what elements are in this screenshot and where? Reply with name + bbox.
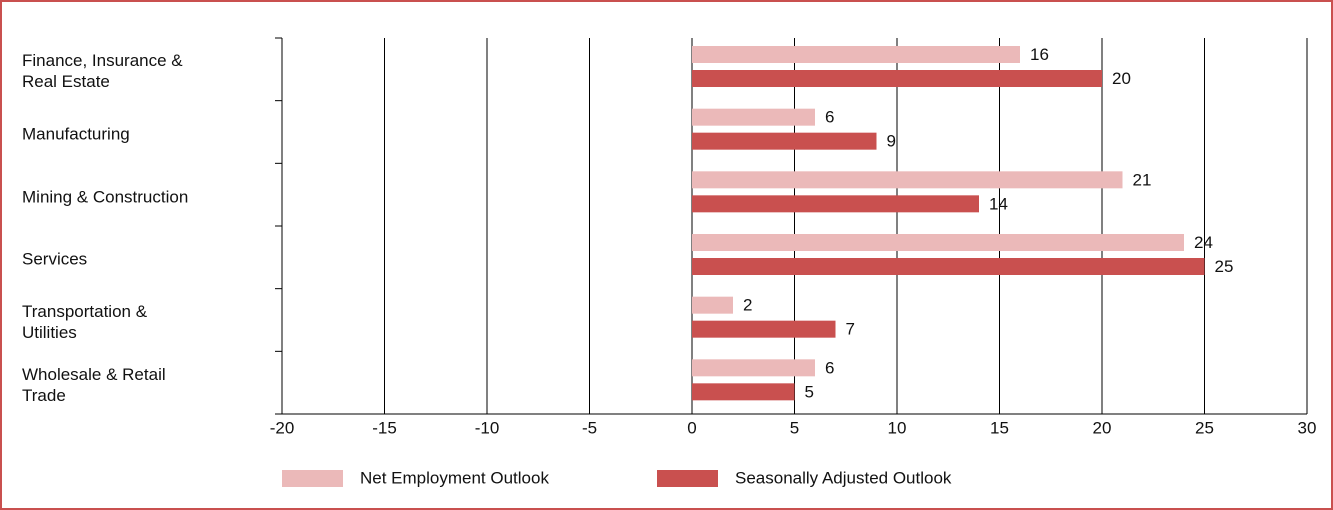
category-label: Manufacturing (22, 124, 130, 144)
bar (692, 70, 1102, 87)
legend-swatch (657, 470, 718, 487)
x-tick-label: -15 (372, 418, 397, 437)
value-label: 21 (1133, 170, 1152, 189)
value-label: 24 (1194, 233, 1213, 252)
legend-swatch (282, 470, 343, 487)
x-tick-label: 0 (687, 418, 696, 437)
value-label: 2 (743, 296, 752, 315)
x-tick-label: 15 (990, 418, 1009, 437)
bar (692, 383, 795, 401)
value-label: 25 (1215, 257, 1234, 276)
bar (692, 108, 815, 126)
x-tick-label: -10 (475, 418, 500, 437)
category-label: Transportation & Utilities (22, 302, 148, 342)
bar (692, 296, 733, 314)
bar (692, 171, 1123, 189)
x-tick-label: -5 (582, 418, 597, 437)
x-tick-label: 25 (1195, 418, 1214, 437)
category-label: Finance, Insurance & Real Estate (22, 51, 183, 92)
x-tick-label: 20 (1093, 418, 1112, 437)
x-tick-label: 5 (790, 418, 799, 437)
bar (692, 46, 1020, 63)
value-label: 7 (846, 320, 855, 339)
bar (692, 320, 836, 338)
value-label: 16 (1030, 45, 1049, 64)
x-tick-label: -20 (270, 418, 295, 437)
category-label: Mining & Construction (22, 187, 189, 207)
legend-label: Net Employment Outlook (360, 468, 549, 487)
bar (692, 359, 815, 377)
bar (692, 234, 1184, 251)
bar (692, 132, 877, 150)
value-label: 6 (825, 358, 834, 377)
category-label: Wholesale & Retail Trade (22, 364, 166, 405)
value-label: 14 (989, 194, 1008, 213)
x-tick-label: 10 (888, 418, 907, 437)
value-label: 9 (887, 132, 896, 151)
value-label: 5 (805, 382, 814, 401)
legend-label: Seasonally Adjusted Outlook (735, 468, 952, 487)
category-label: Services (22, 249, 88, 269)
bar (692, 258, 1205, 275)
x-tick-label: 30 (1298, 418, 1317, 437)
value-label: 20 (1112, 69, 1131, 88)
bar (692, 195, 979, 213)
value-label: 6 (825, 108, 834, 127)
